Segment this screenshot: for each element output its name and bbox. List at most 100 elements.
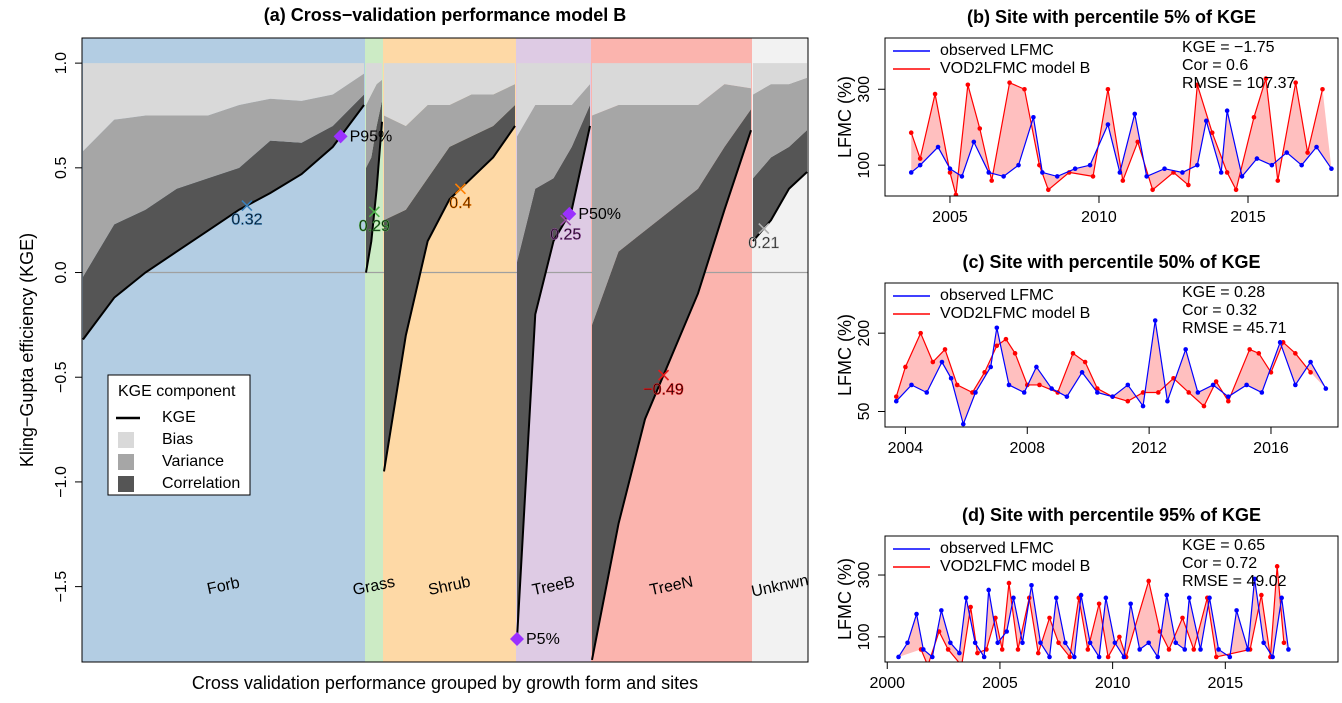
y-axis-label: LFMC (%): [835, 314, 855, 396]
series-point: [1293, 351, 1298, 356]
series-point: [1305, 150, 1310, 155]
series-point: [1096, 654, 1102, 660]
series-point: [971, 139, 977, 145]
series-point: [1180, 615, 1185, 621]
series-point: [1256, 351, 1262, 356]
x-tick-label: 2015: [1230, 209, 1266, 226]
kge-line: [591, 129, 752, 661]
series-point: [1203, 118, 1209, 124]
series-point: [999, 647, 1005, 652]
stat-annotation: KGE = −1.75: [1182, 39, 1275, 56]
variance-area: [366, 79, 382, 168]
series-point: [1121, 654, 1127, 660]
series-point: [1140, 403, 1146, 409]
y-tick-label: −1.0: [53, 466, 70, 498]
series-point: [1031, 114, 1036, 120]
stat-annotation: Cor = 0.32: [1182, 302, 1257, 319]
series-point: [1186, 595, 1192, 601]
series-point: [977, 126, 983, 131]
series-point: [989, 178, 994, 183]
series-point: [1259, 390, 1265, 395]
plot-frame: [884, 535, 1339, 663]
series-point: [930, 654, 935, 660]
series-point: [1021, 390, 1027, 395]
series-point: [942, 347, 948, 352]
plot-layer: [896, 564, 1291, 668]
series-point: [1112, 640, 1118, 646]
series-point: [1186, 182, 1191, 188]
series-point: [1155, 654, 1161, 660]
series-point: [959, 663, 964, 668]
series-point: [1263, 76, 1269, 81]
series-point: [924, 390, 930, 395]
series-point: [921, 647, 926, 652]
series-point: [953, 192, 959, 196]
series-point: [1308, 370, 1313, 375]
median-label: 0.4: [449, 195, 471, 212]
series-point: [1117, 634, 1122, 640]
series-point: [1079, 370, 1085, 375]
stat-annotation: RMSE = 45.71: [1182, 320, 1287, 337]
series-point: [1006, 580, 1012, 586]
series-point: [1293, 80, 1298, 85]
series-point: [1105, 122, 1111, 127]
series-point: [981, 654, 987, 660]
series-point: [1090, 174, 1096, 179]
x-tick-label: 2015: [1208, 675, 1244, 692]
series-point: [1233, 187, 1239, 193]
series-point: [917, 162, 923, 168]
series-point: [1244, 382, 1249, 388]
chart-title: (c) Site with percentile 50% of KGE: [962, 252, 1260, 272]
series-point: [1054, 174, 1060, 179]
series-point: [1274, 564, 1280, 569]
series-point: [994, 343, 1000, 349]
series-point: [1072, 654, 1077, 660]
kge-line: [383, 125, 516, 472]
series-point: [1195, 390, 1201, 395]
series-point: [1140, 390, 1146, 395]
series-point: [1226, 394, 1231, 399]
series-point: [1195, 162, 1200, 168]
series-point: [988, 364, 994, 370]
y-tick-label: 100: [856, 152, 873, 179]
series-point: [1067, 654, 1073, 660]
series-point: [1293, 382, 1298, 388]
series-point: [1209, 130, 1215, 135]
series-point: [1035, 650, 1041, 656]
stat-annotation: KGE = 0.65: [1182, 537, 1265, 554]
series-point: [939, 359, 945, 365]
series-point: [959, 174, 965, 179]
bias-area: [592, 63, 751, 116]
series-point: [1095, 386, 1100, 391]
series-point: [1105, 86, 1111, 92]
series-point: [1146, 578, 1151, 584]
series-point: [935, 144, 941, 150]
percentile-marker: [333, 129, 348, 144]
chart-title: (a) Cross−validation performance model B: [264, 5, 627, 25]
series-point: [1070, 351, 1076, 356]
stat-annotation: RMSE = 49.02: [1182, 573, 1287, 590]
variance-area: [753, 77, 807, 179]
median-marker: [368, 206, 380, 218]
series-point: [1279, 595, 1284, 601]
series-point: [993, 615, 998, 621]
series-point: [930, 359, 936, 365]
x-tick-label: 2000: [869, 675, 905, 692]
series-point: [1105, 654, 1111, 660]
median-marker: [657, 369, 670, 381]
series-point: [1201, 403, 1207, 409]
series-point: [1064, 394, 1070, 399]
model-band: [911, 78, 1332, 195]
x-axis-label: Cross validation performance grouped by …: [192, 673, 698, 693]
variance-area: [384, 84, 515, 221]
correlation-area: [517, 105, 590, 639]
series-point: [893, 394, 899, 399]
correlation-area: [753, 130, 807, 242]
series-point: [954, 382, 960, 388]
series-point: [1152, 318, 1158, 323]
series-point: [1128, 601, 1133, 607]
y-tick-label: 1.0: [53, 52, 70, 74]
series-point: [1182, 647, 1188, 652]
series-point: [1007, 80, 1012, 85]
